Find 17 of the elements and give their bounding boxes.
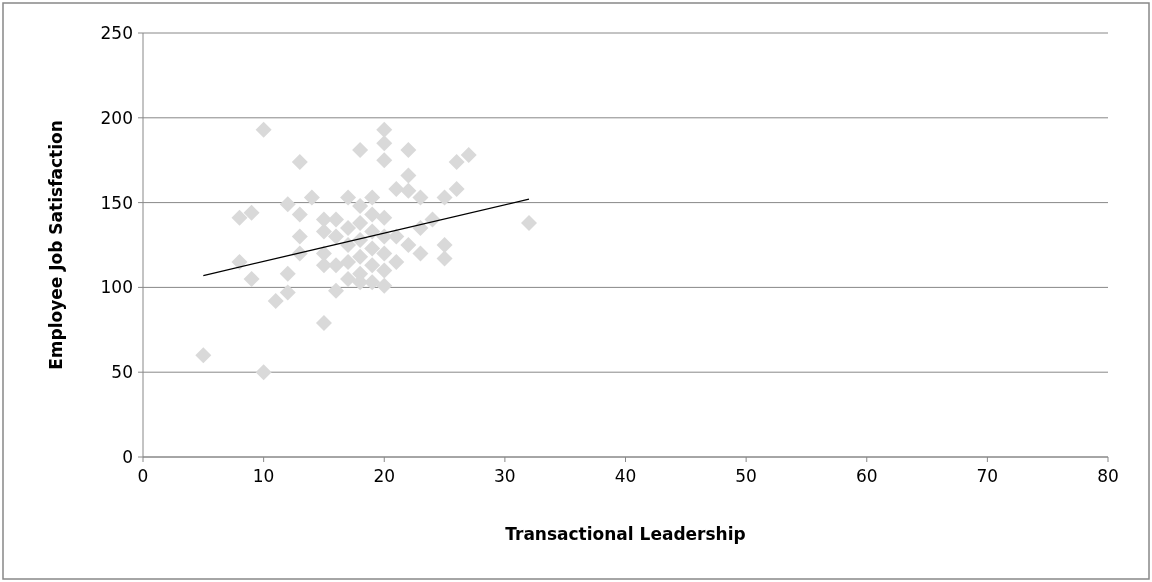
x-tick-label: 30 <box>494 466 516 486</box>
y-tick-label: 100 <box>100 277 133 298</box>
y-tick-label: 150 <box>100 192 133 213</box>
x-tick-label: 40 <box>614 466 637 486</box>
x-tick-label: 80 <box>1097 466 1119 486</box>
x-tick-label: 0 <box>137 466 149 486</box>
y-tick-label: 50 <box>111 362 133 383</box>
x-tick-label: 60 <box>855 466 878 486</box>
y-tick-label: 0 <box>122 447 133 467</box>
x-tick-label: 70 <box>976 466 999 486</box>
x-tick-label: 50 <box>735 466 757 486</box>
x-tick-label: 10 <box>252 466 275 486</box>
x-tick-label: 20 <box>373 466 396 486</box>
y-axis-title: Employee Job Satisfaction <box>46 120 66 370</box>
y-tick-label: 250 <box>100 23 133 43</box>
y-tick-label: 200 <box>100 107 133 128</box>
x-axis-title: Transactional Leadership <box>505 524 746 544</box>
